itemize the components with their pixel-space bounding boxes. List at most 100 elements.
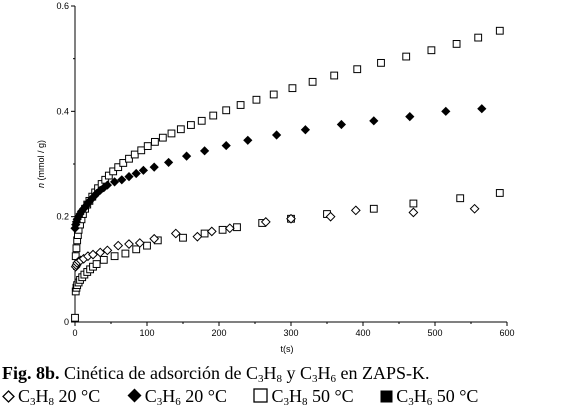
data-point-c3h8_20 [408,207,419,218]
data-point-c3h8_50_upper [197,116,206,125]
data-point-c3h8_20 [469,203,480,214]
data-point-c3h8_20 [124,239,134,249]
data-point-c3h8_50_upper [308,77,317,86]
data-point-c3h8_50_upper [72,244,81,253]
caption-sub-3: 3 [311,373,318,385]
x-axis-title: t(s) [281,344,294,354]
data-point-c3h6_20 [477,104,487,114]
x-tick-label: 200 [211,328,226,338]
data-point-c3h8_50_upper [377,58,385,67]
y-axis-title: n (mmol / g) [36,140,46,188]
data-point-c3h8_20 [192,231,203,242]
legend-item-c3h6-20: C3H6 20 °C [127,386,227,408]
legend-item-c3h6-50: C3H6 50 °C [380,386,478,408]
legend-sub: 8 [301,396,308,408]
data-point-c3h8_50 [369,204,378,213]
data-point-c3h8_50_upper [158,133,167,142]
legend-label: C [396,386,409,406]
data-point-c3h6_20 [300,125,310,135]
data-point-c3h8_50 [110,252,119,261]
data-point-c3h6_20 [138,165,148,175]
legend-label: H [288,386,302,406]
data-point-c3h8_50 [92,260,101,268]
x-tick-label: 500 [427,328,442,338]
legend-label: H [413,386,427,406]
chart-axes: 0 100 200 300 400 500 600 0 0.2 0.4 0.6 t(s) n (mmol… [36,1,515,354]
legend-label: 20 °C [180,386,227,406]
caption-text-3: y C [281,363,312,383]
x-tick-label: 400 [355,328,370,338]
data-point-c3h6_20 [405,112,415,122]
data-point-c3h8_50_upper [353,65,362,74]
data-point-c3h8_50_upper [452,40,461,48]
data-point-c3h8_50_upper [427,46,436,55]
chart-marks [70,26,504,322]
data-point-c3h6_20 [149,162,159,172]
data-point-c3h8_20 [260,217,271,227]
figure-label: Fig. 8b. [2,363,60,383]
data-point-c3h8_20 [170,228,181,239]
data-point-c3h8_20 [113,240,124,251]
data-point-c3h8_20 [325,211,336,222]
data-point-c3h6_20 [221,140,231,151]
data-point-c3h8_50_upper [109,167,118,176]
data-point-c3h8_50_upper [137,146,146,155]
legend-sub: 3 [408,396,414,408]
data-point-c3h8_50 [143,241,151,250]
caption-sub-4: 6 [330,373,336,385]
data-point-c3h8_50_upper [402,52,411,61]
data-point-c3h8_50_upper [236,101,245,109]
legend-sub: 3 [283,396,289,408]
data-point-c3h8_20 [95,247,106,258]
filled-square-icon [380,390,393,403]
data-point-c3h8_20 [149,233,160,244]
data-point-c3h8_50_upper [114,163,123,172]
data-point-c3h8_50_upper [474,33,483,42]
legend-item-c3h8-20: C3H8 20 °C [2,386,100,408]
filled-diamond-icon [127,388,142,403]
legend-label: C [144,386,157,406]
x-tick-label: 100 [139,328,154,338]
data-point-c3h6_20 [182,151,192,161]
legend-label: H [162,386,176,406]
data-point-c3h8_50 [121,249,130,258]
caption-sub-2: 8 [276,373,282,385]
data-point-c3h8_20 [134,238,145,248]
x-tick-label: 0 [72,328,77,338]
legend: C3H8 20 °C C3H6 20 °C C3H8 50 °C C3H6 50… [2,386,478,408]
legend-label: 50 °C [307,386,354,406]
open-diamond-icon [2,390,15,403]
y-tick-label: 0.4 [56,106,69,116]
legend-label: C [18,386,31,406]
data-point-c3h6_20 [200,146,210,156]
caption-text-4: H [317,363,331,383]
data-point-c3h8_50_upper [222,106,231,115]
caption-sub-1: 3 [257,373,264,385]
data-point-c3h8_50 [218,225,227,234]
data-point-c3h8_20 [224,223,235,234]
data-point-c3h8_20 [350,205,361,216]
data-point-c3h8_50_upper [167,129,176,138]
data-point-c3h8_50 [456,194,465,203]
data-point-c3h6_20 [124,172,134,182]
data-point-c3h6_20 [441,106,451,116]
caption-text-5: en ZAPS-K. [335,363,430,383]
data-point-c3h8_50_upper [495,26,504,35]
data-point-c3h8_20 [88,249,98,260]
data-point-c3h6_20 [117,175,127,185]
data-point-c3h8_20 [286,213,296,224]
y-tick-label: 0.6 [56,1,69,11]
y-tick-label: 0 [64,317,69,327]
data-point-c3h8_50_upper [130,150,139,159]
adsorption-kinetics-chart: 0 100 200 300 400 500 600 0 0.2 0.4 0.6 t(s) n (mmol… [36,1,515,354]
data-point-c3h8_50_upper [288,84,297,93]
legend-sub: 6 [426,396,433,408]
caption-text-1: Cinética de adsorción de C [59,363,258,383]
data-point-c3h6_20 [102,180,112,190]
legend-sub: 3 [156,396,163,408]
data-point-c3h8_50 [409,199,418,208]
data-point-c3h6_20 [89,192,99,202]
data-point-c3h8_50 [233,223,241,232]
data-point-c3h8_50_upper [269,90,278,99]
legend-item-c3h8-50: C3H8 50 °C [253,386,354,408]
